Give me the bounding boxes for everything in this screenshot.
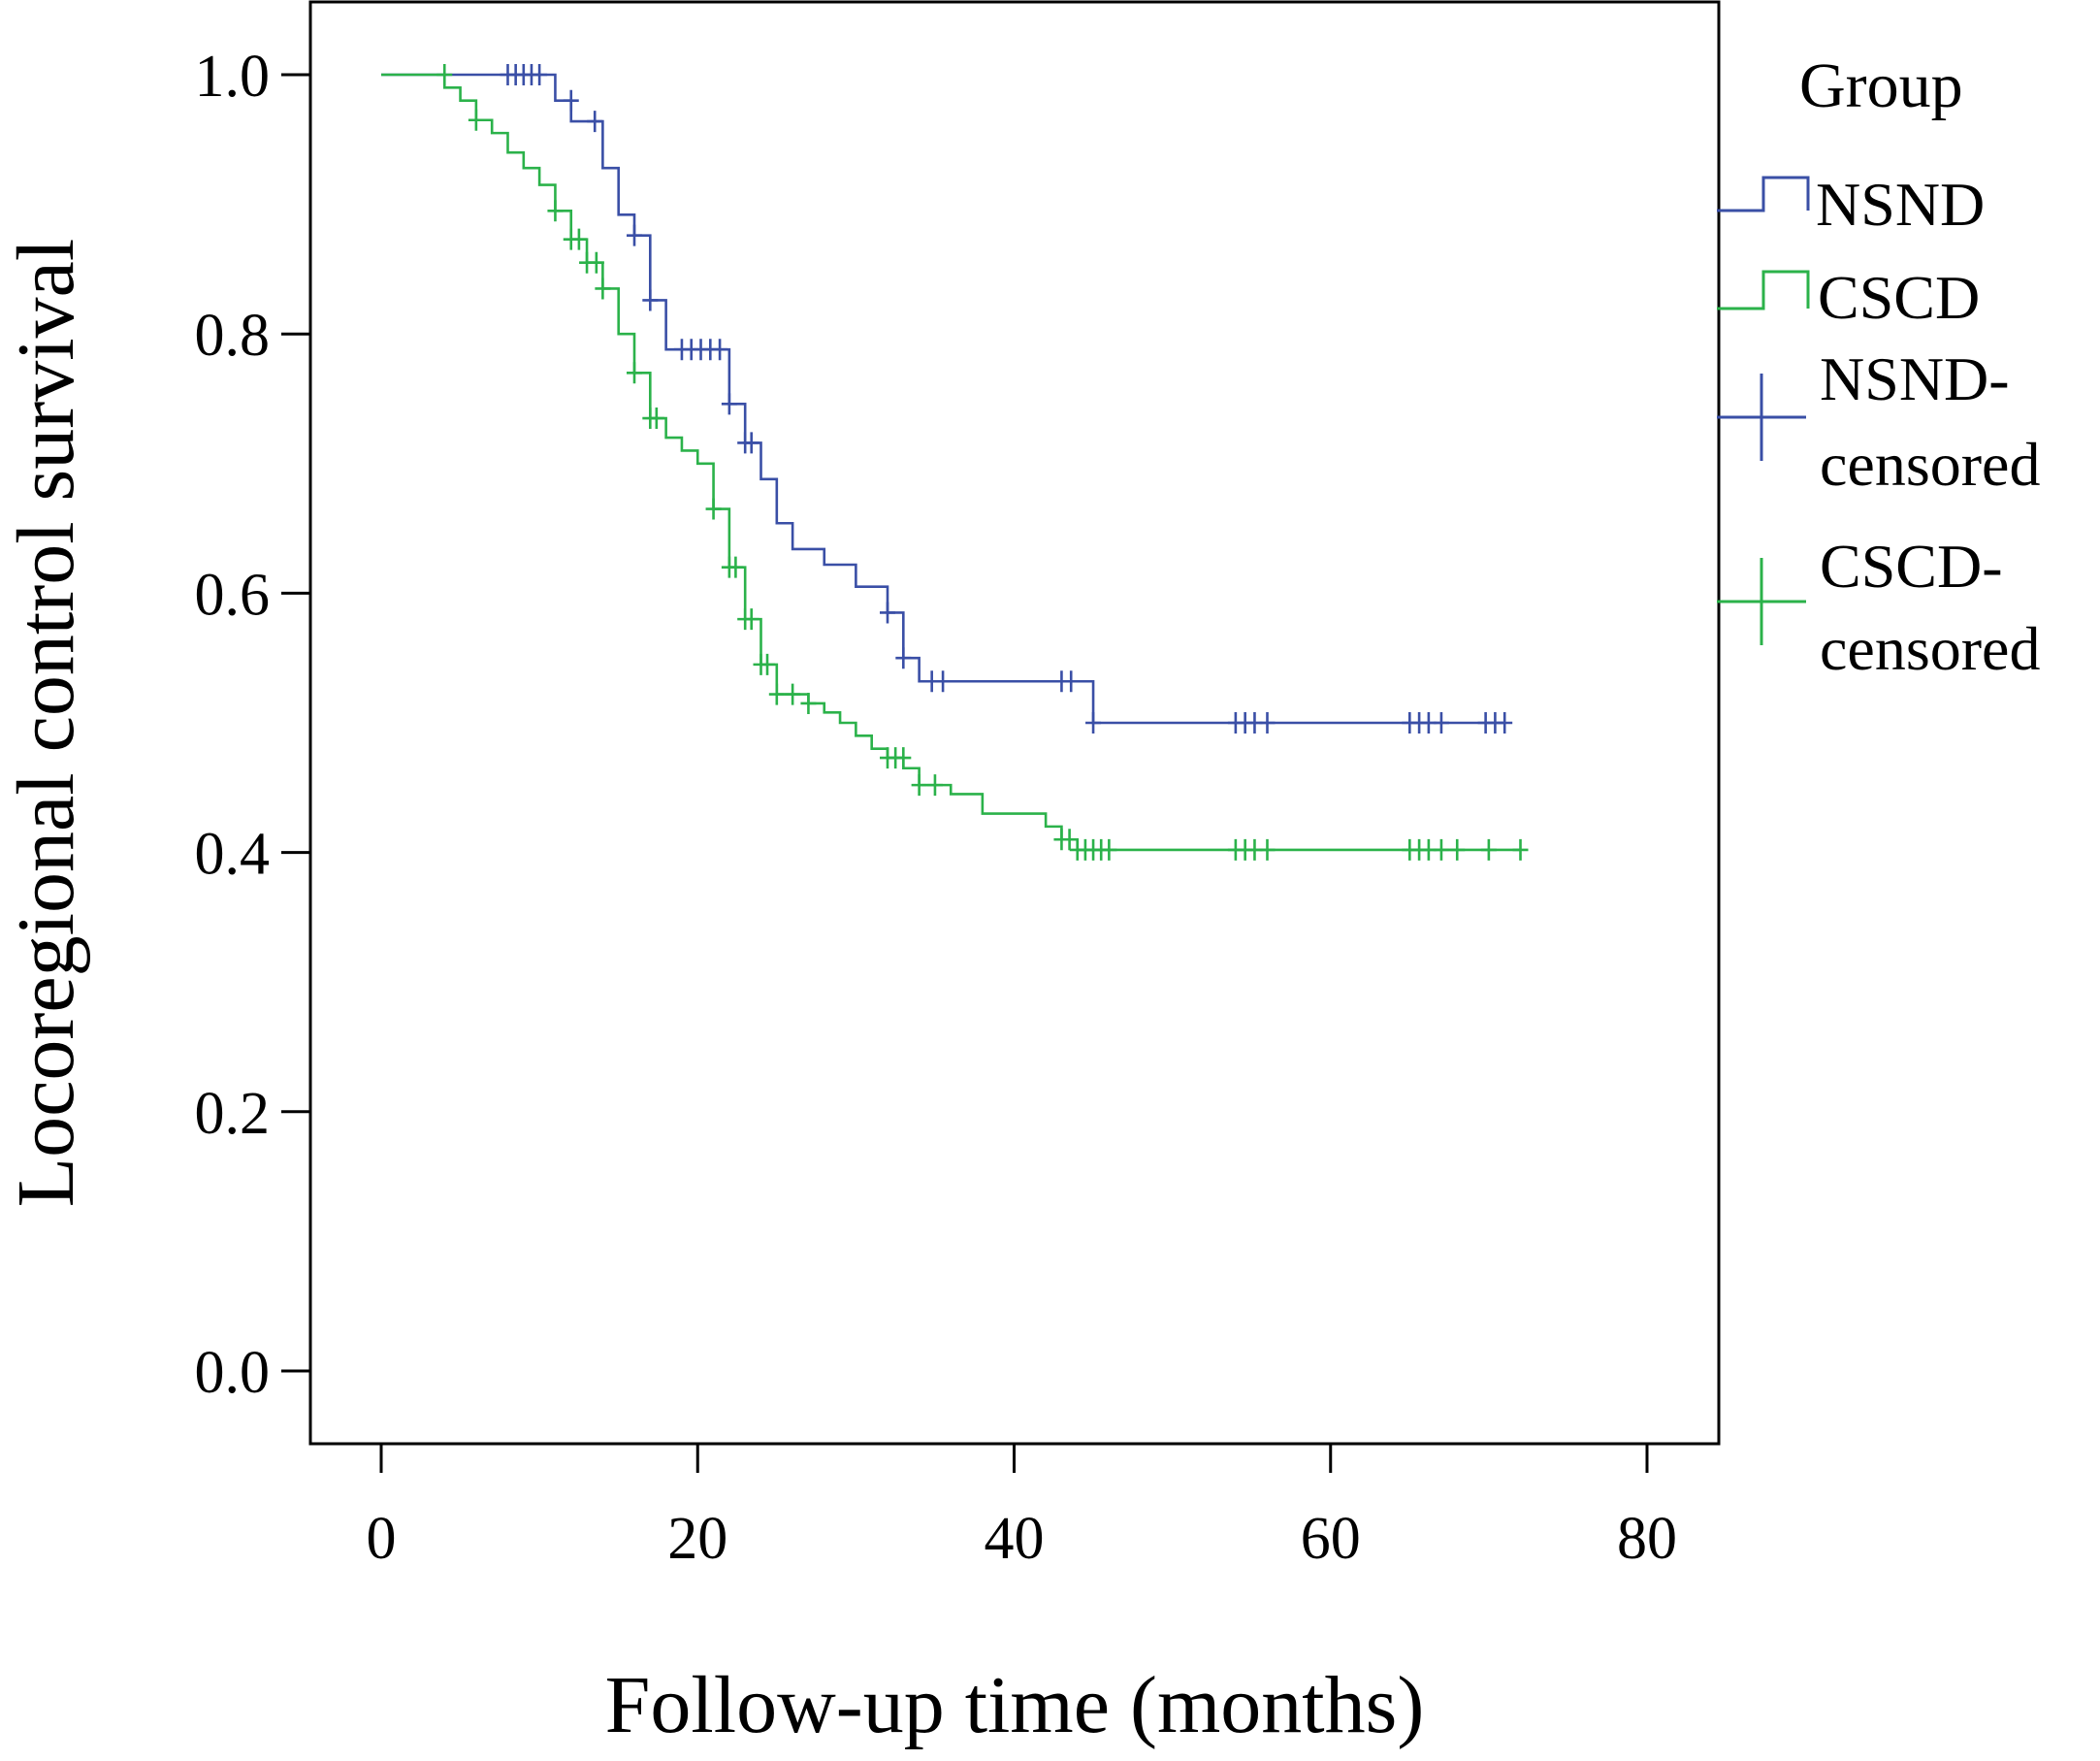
legend-label-nsnd-censored: NSND-censored <box>1820 344 2040 499</box>
censor-mark-nsnd <box>721 393 737 415</box>
censor-mark-cscd <box>588 251 604 274</box>
y-tick-label: 0.6 <box>195 562 271 628</box>
series-line-nsnd <box>381 73 1505 725</box>
series-line-cscd <box>381 73 1521 852</box>
legend-symbol-cscd <box>1717 270 1810 310</box>
legend-symbol-cscd-censored <box>1717 558 1806 645</box>
axis-ticks: 0.0 0.2 0.4 0.6 0.8 1.0 0 20 40 60 80 <box>195 44 1678 1572</box>
y-axis-title: Locoregional control survival <box>1 239 91 1207</box>
censor-mark-cscd <box>436 64 453 85</box>
censor-mark-nsnd <box>1085 712 1102 734</box>
censor-mark-cscd <box>1512 838 1529 861</box>
censor-mark-cscd <box>785 683 801 705</box>
legend-symbol-nsnd-censored <box>1717 374 1806 461</box>
censor-mark-cscd <box>911 774 927 797</box>
x-tick-label: 0 <box>367 1506 397 1572</box>
censor-mark-cscd <box>570 228 587 250</box>
censor-mark-cscd <box>743 608 759 631</box>
legend-label-cscd-censored: CSCD-censored <box>1820 532 2040 683</box>
legend-label-cscd: CSCD <box>1818 263 1980 332</box>
x-tick-label: 40 <box>985 1506 1045 1572</box>
censor-mark-cscd <box>468 109 484 131</box>
censor-mark-nsnd <box>563 89 579 112</box>
censor-mark-cscd <box>759 653 776 675</box>
censor-mark-nsnd <box>1063 670 1080 693</box>
censor-mark-nsnd <box>712 339 728 361</box>
x-tick-label: 20 <box>667 1506 727 1572</box>
x-tick-label: 80 <box>1617 1506 1677 1572</box>
censor-mark-cscd <box>727 556 744 578</box>
y-tick-label: 0.0 <box>195 1340 271 1406</box>
censor-mark-cscd <box>1259 838 1276 861</box>
censor-mark-cscd <box>595 277 611 300</box>
censor-mark-nsnd <box>1433 712 1449 734</box>
censor-mark-nsnd <box>1497 712 1513 734</box>
legend-symbol-nsnd <box>1717 176 1810 212</box>
censor-mark-cscd <box>1101 838 1117 861</box>
censor-mark-nsnd <box>642 289 659 311</box>
censor-mark-nsnd <box>627 224 642 246</box>
censor-mark-cscd <box>627 362 642 384</box>
x-tick-label: 60 <box>1301 1506 1361 1572</box>
censor-mark-cscd <box>926 774 943 797</box>
legend-label-nsnd: NSND <box>1816 170 1985 239</box>
censor-mark-nsnd <box>587 111 603 133</box>
censor-mark-cscd <box>547 200 564 222</box>
legend: Group NSND CSCD NSND-censored CSCD-censored <box>1717 50 2040 683</box>
censor-mark-cscd <box>1480 838 1497 861</box>
censor-mark-nsnd <box>532 64 548 85</box>
censor-mark-cscd <box>705 498 722 520</box>
censor-mark-nsnd <box>880 602 895 624</box>
censor-mark-nsnd <box>743 432 759 454</box>
censor-mark-cscd <box>800 692 817 714</box>
y-tick-label: 0.2 <box>195 1081 271 1147</box>
censor-mark-nsnd <box>1259 712 1276 734</box>
censor-mark-cscd <box>895 747 912 769</box>
censor-mark-cscd <box>648 408 664 430</box>
censor-mark-cscd <box>1061 829 1078 851</box>
censor-mark-cscd <box>1433 838 1449 861</box>
y-tick-label: 1.0 <box>195 44 271 110</box>
censor-mark-nsnd <box>895 647 912 669</box>
y-tick-label: 0.8 <box>195 303 271 369</box>
censor-mark-nsnd <box>935 670 952 693</box>
series-layer <box>381 64 1529 861</box>
x-axis-title: Follow-up time (months) <box>605 1660 1425 1750</box>
censor-mark-cscd <box>1449 838 1466 861</box>
y-tick-label: 0.4 <box>195 822 271 888</box>
censor-mark-cscd <box>768 683 785 705</box>
legend-title: Group <box>1799 50 1963 121</box>
